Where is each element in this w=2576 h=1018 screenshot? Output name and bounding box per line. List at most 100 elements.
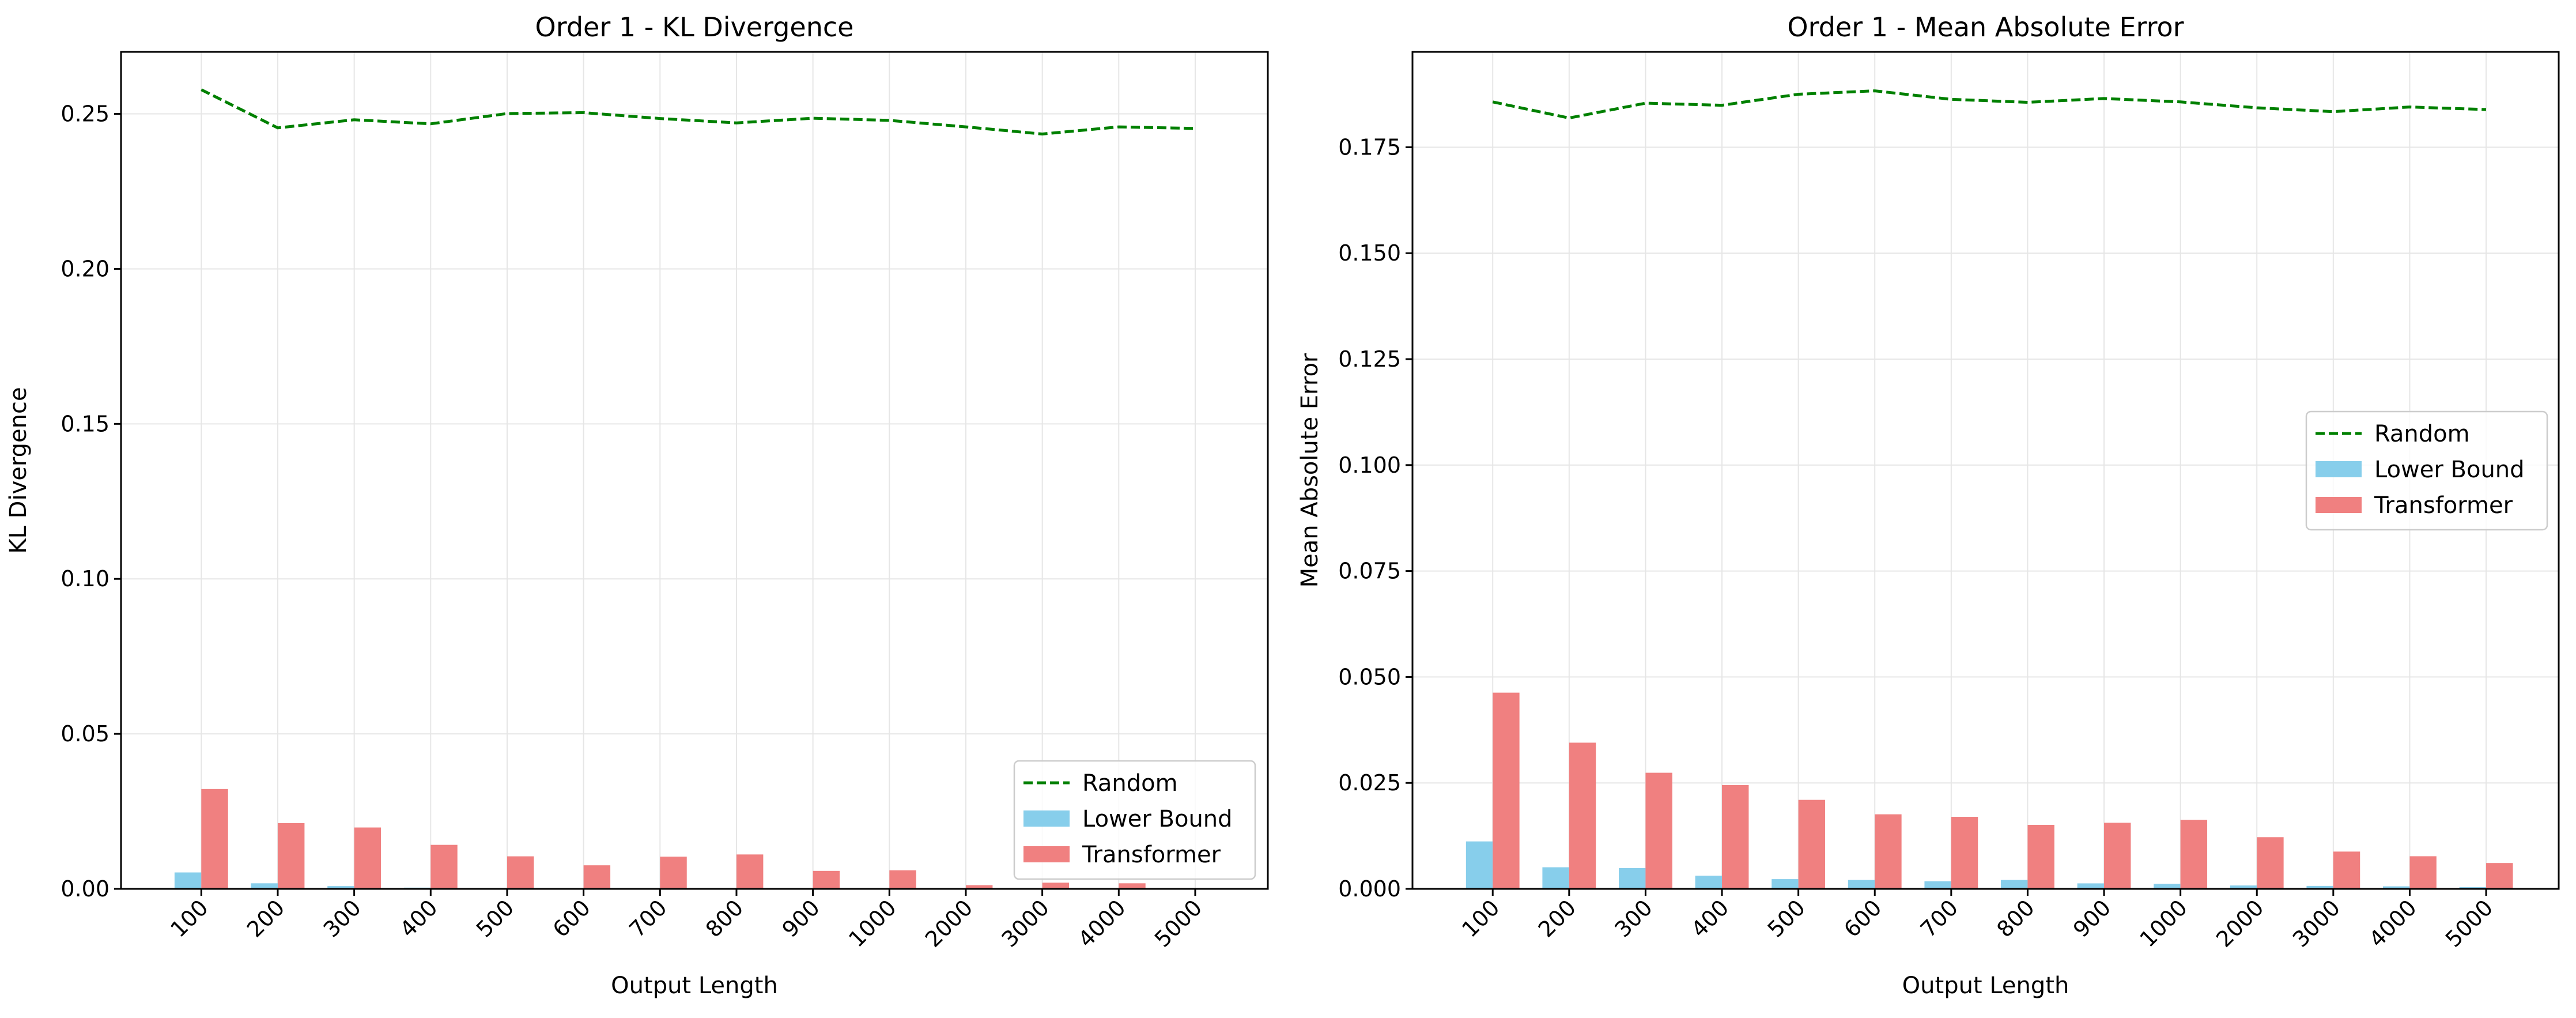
bar-transformer [2333, 851, 2360, 889]
bar-transformer [2409, 856, 2437, 889]
bar-transformer [1493, 692, 1520, 889]
bar-transformer [1875, 814, 1902, 889]
x-axis-label: Output Length [1902, 972, 2069, 999]
bar-transformer [1645, 772, 1672, 889]
x-tick-label: 4000 [2364, 895, 2422, 952]
x-tick-label: 700 [1916, 895, 1963, 942]
x-tick-label: 900 [2068, 895, 2116, 942]
legend-box [1013, 760, 1256, 880]
legend-transformer-swatch [2316, 497, 2362, 513]
bar-transformer [277, 823, 305, 889]
bar-lower-bound [1772, 879, 1799, 889]
legend: Random Lower Bound Transformer [2305, 410, 2548, 531]
x-tick-label: 200 [1533, 895, 1581, 942]
random-line-group [1492, 89, 2487, 120]
bar-lower-bound [2230, 885, 2257, 889]
mean-absolute-error-panel: Order 1 - Mean Absolute Error Output Len… [1297, 12, 2560, 999]
bar-transformer [2257, 837, 2284, 889]
y-tick-label: 0.15 [61, 411, 109, 436]
legend-lower-bound-swatch [2316, 461, 2362, 477]
bar-transformer [430, 844, 458, 889]
y-tick-label: 0.150 [1338, 240, 1401, 266]
random-line-group [201, 88, 1196, 136]
bar-transformer [1798, 800, 1826, 889]
x-axis-label: Output Length [611, 972, 778, 999]
x-tick-label: 800 [701, 895, 748, 942]
y-tick-label: 0.25 [61, 101, 109, 127]
legend-random-label: Random [2374, 421, 2470, 447]
x-tick-label: 600 [1839, 895, 1886, 942]
x-tick-label: 2000 [920, 895, 978, 952]
y-tick-label: 0.000 [1338, 876, 1401, 902]
bar-transformer [1042, 883, 1070, 889]
y-tick-label: 0.10 [61, 566, 109, 591]
x-tick-label: 1000 [2135, 895, 2192, 952]
y-tick-label: 0.025 [1338, 770, 1401, 795]
bar-lower-bound [1465, 841, 1493, 889]
y-tick-label: 0.075 [1338, 559, 1401, 584]
bar-transformer [813, 870, 840, 889]
bar-lower-bound [251, 883, 278, 889]
bar-transformer [2486, 863, 2513, 889]
y-tick-label: 0.05 [61, 721, 109, 746]
x-tick-label: 100 [165, 895, 213, 942]
bar-transformer [660, 857, 687, 889]
x-tick-label: 3000 [2288, 895, 2345, 952]
bar-transformer [1722, 785, 1749, 889]
x-tick-label: 600 [548, 895, 595, 942]
x-tick-label: 400 [395, 895, 442, 942]
y-tick-label: 0.050 [1338, 664, 1401, 689]
legend-lower-bound-label: Lower Bound [1082, 806, 1233, 832]
chart-title: Order 1 - KL Divergence [535, 12, 854, 43]
bar-transformer [507, 856, 534, 889]
x-tick-label: 5000 [1150, 895, 1207, 952]
x-tick-label: 5000 [2441, 895, 2498, 952]
bar-transformer [889, 870, 916, 889]
bar-lower-bound [174, 872, 202, 889]
bar-lower-bound [1695, 876, 1723, 889]
bar-lower-bound [2001, 880, 2028, 889]
bar-lower-bound [2077, 883, 2105, 889]
bar-transformer [1951, 817, 1978, 889]
plot-frame [1411, 51, 2560, 890]
bar-transformer [583, 865, 611, 889]
bar-transformer [2104, 823, 2131, 889]
bar-lower-bound [2306, 885, 2333, 889]
x-tick-label: 900 [777, 895, 825, 942]
bar-transformer [354, 827, 382, 889]
bar-transformer [1569, 742, 1596, 889]
y-tick-label: 0.00 [61, 876, 109, 902]
bar-transformer [2180, 820, 2208, 889]
x-tick-label: 1000 [844, 895, 901, 952]
x-tick-label: 300 [319, 895, 366, 942]
x-tick-label: 800 [1992, 895, 2039, 942]
bars [1465, 692, 2513, 889]
bar-lower-bound [1848, 880, 1875, 889]
bar-transformer [2027, 824, 2054, 889]
bar-transformer [965, 885, 993, 889]
legend-transformer-label: Transformer [1082, 842, 1221, 868]
x-tick-label: 700 [624, 895, 671, 942]
legend-box [2305, 410, 2548, 531]
y-tick-label: 0.20 [61, 256, 109, 281]
x-tick-label: 300 [1610, 895, 1657, 942]
x-tick-label: 4000 [1073, 895, 1131, 952]
bar-lower-bound [1924, 881, 1951, 889]
x-tick-label: 400 [1686, 895, 1733, 942]
x-tick-label: 500 [1763, 895, 1810, 942]
bar-lower-bound [2154, 884, 2181, 889]
y-axis-label: KL Divergence [5, 387, 32, 553]
legend: Random Lower Bound Transformer [1013, 760, 1256, 880]
bar-lower-bound [1619, 868, 1646, 889]
grid [121, 52, 1268, 889]
x-tick-label: 3000 [996, 895, 1054, 952]
bar-lower-bound [327, 886, 354, 889]
bars [174, 789, 1222, 889]
legend-lower-bound-label: Lower Bound [2374, 457, 2525, 483]
x-tick-label: 200 [242, 895, 289, 942]
y-tick-label: 0.175 [1338, 134, 1401, 160]
plot-frame [120, 51, 1269, 890]
kl-divergence-panel: Order 1 - KL Divergence Output Length KL… [5, 12, 1269, 999]
x-tick-label: 500 [471, 895, 519, 942]
bar-transformer [201, 789, 228, 889]
